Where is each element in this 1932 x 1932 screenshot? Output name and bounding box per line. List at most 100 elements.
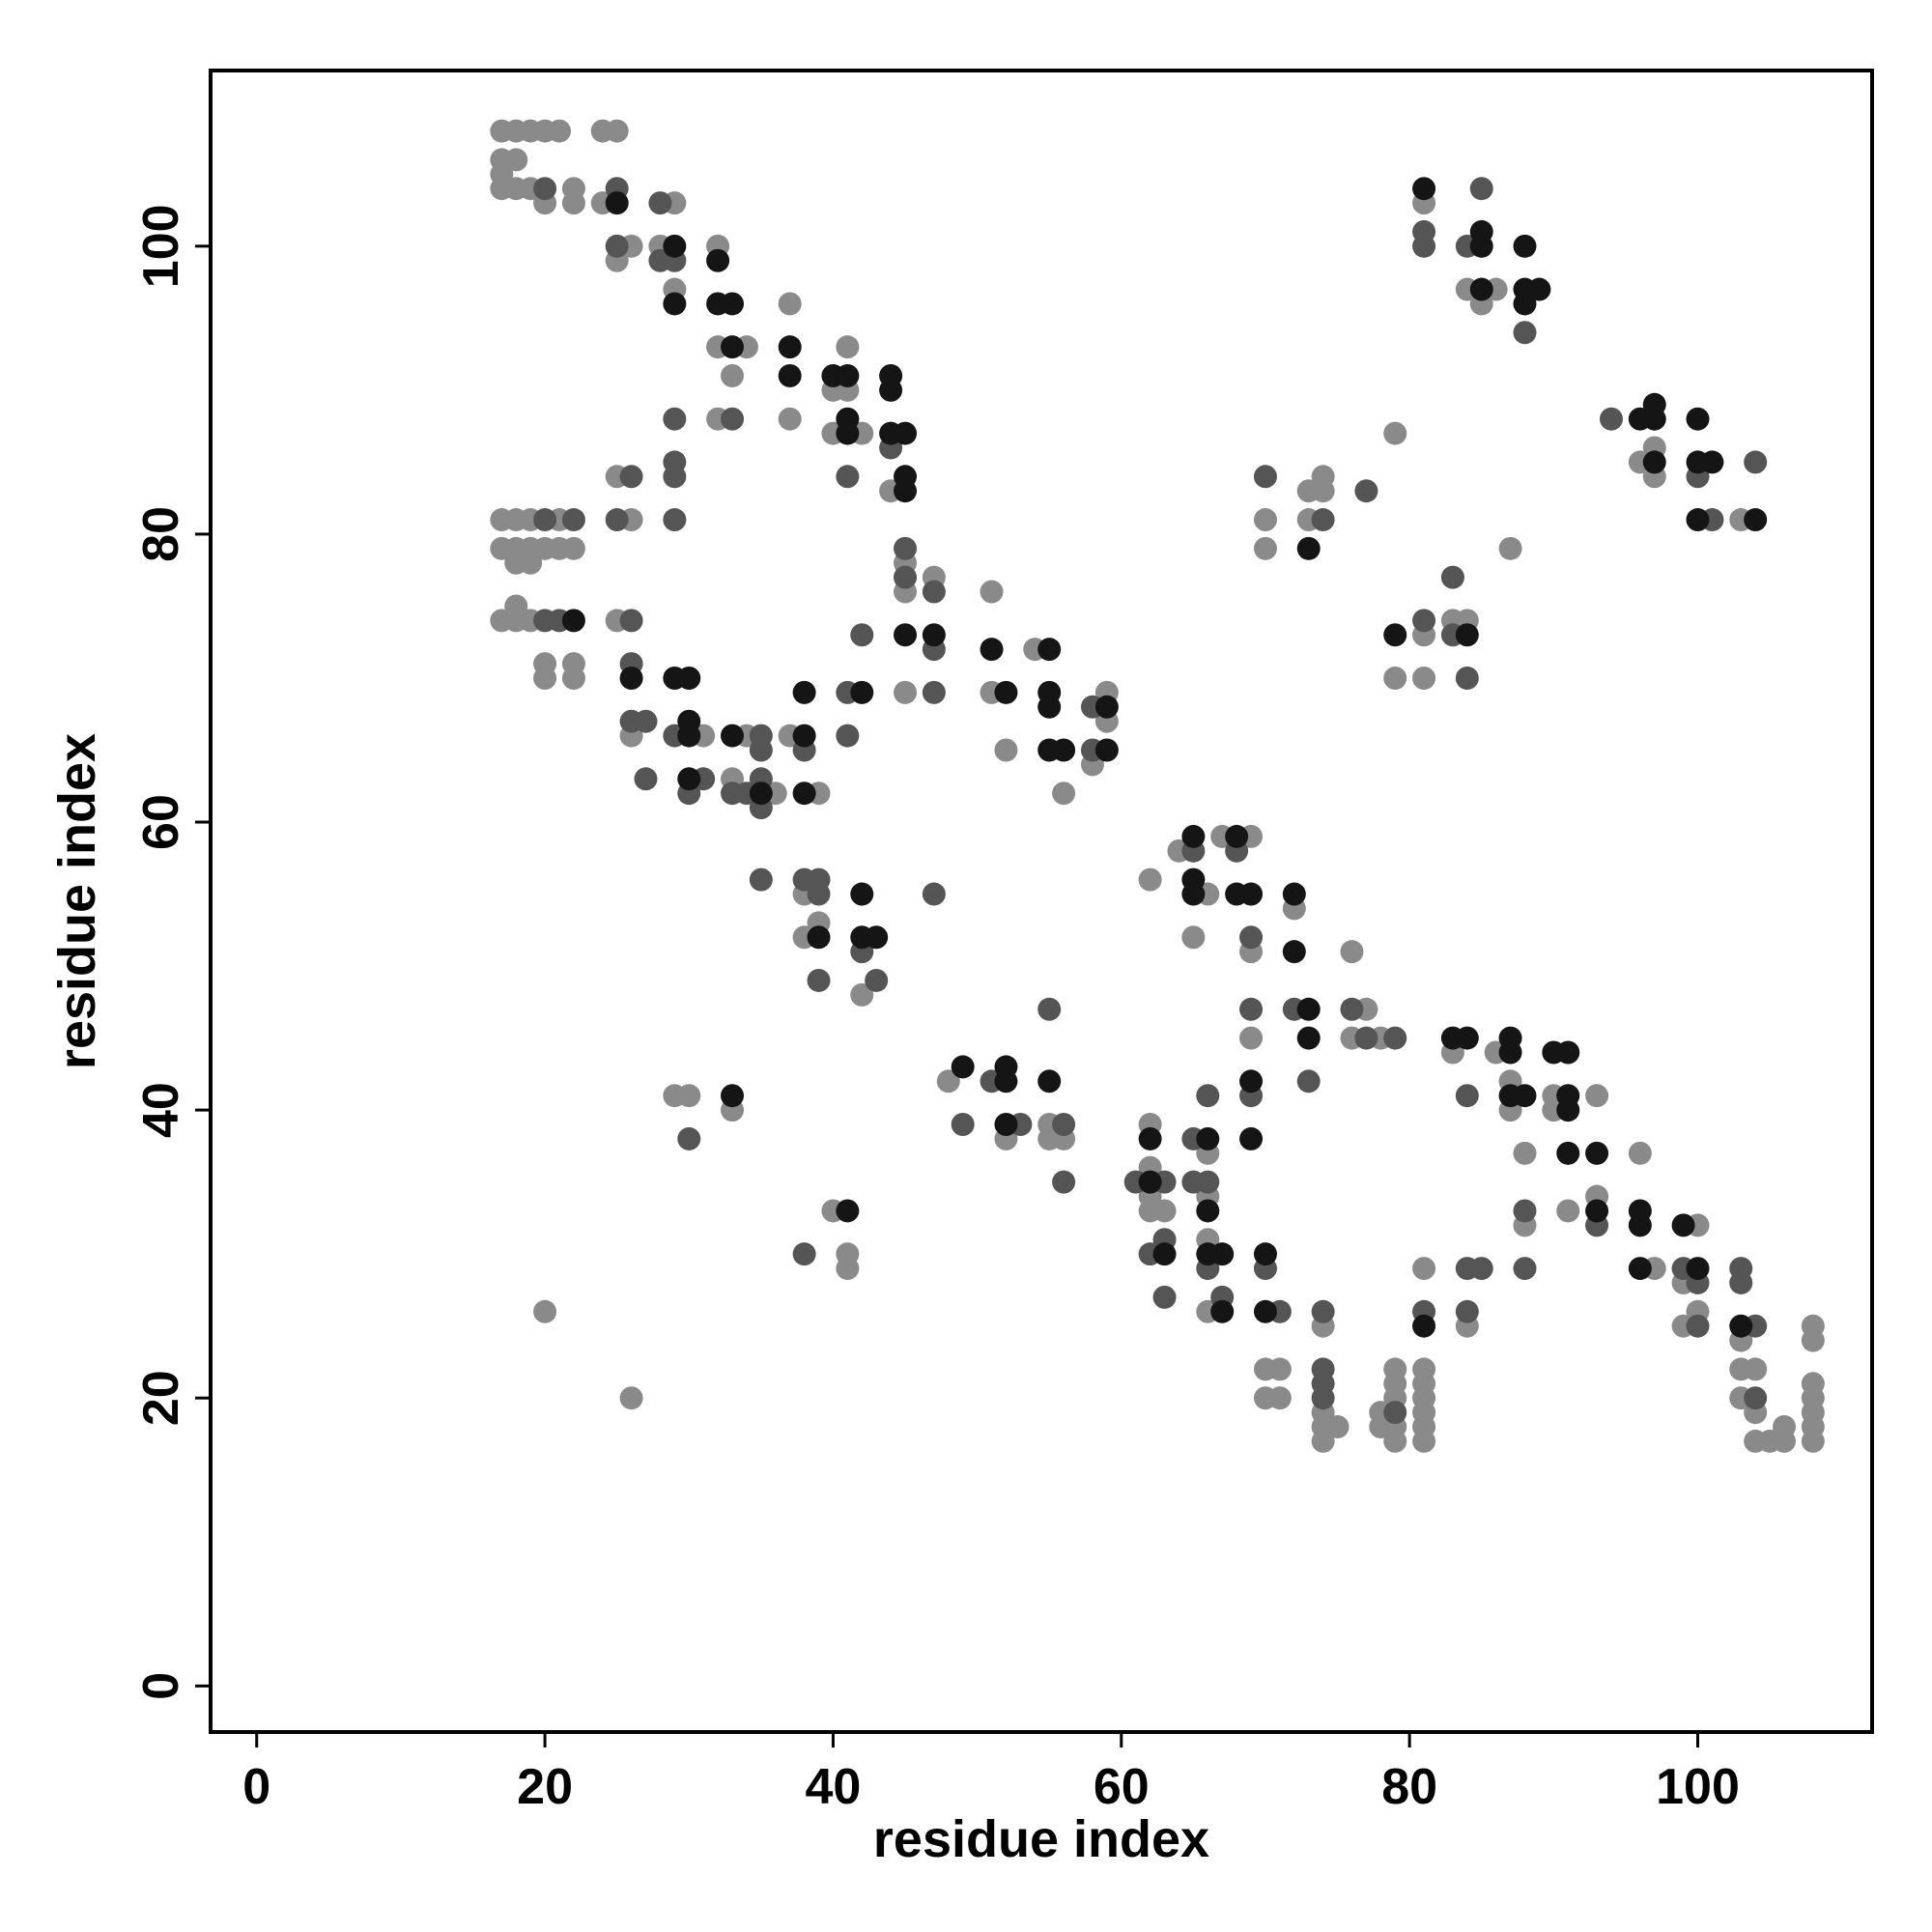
point — [1152, 1242, 1177, 1266]
point — [1628, 1213, 1652, 1237]
point — [836, 335, 860, 359]
point — [980, 638, 1004, 662]
point — [1469, 1257, 1493, 1281]
point — [1383, 623, 1407, 647]
point — [951, 1055, 975, 1079]
point — [1642, 407, 1666, 431]
point — [1296, 1069, 1321, 1094]
point — [836, 1199, 860, 1223]
point — [994, 1069, 1018, 1094]
point — [721, 292, 745, 316]
point — [850, 882, 874, 906]
point — [1527, 277, 1551, 301]
point — [1239, 882, 1264, 906]
point — [749, 867, 773, 892]
point — [1556, 1199, 1580, 1223]
point — [994, 1113, 1018, 1137]
point — [1642, 450, 1666, 474]
point — [1556, 1040, 1580, 1065]
point — [1773, 1429, 1797, 1453]
point — [936, 1069, 960, 1094]
point — [663, 508, 687, 532]
point — [533, 177, 557, 201]
point — [1311, 508, 1335, 532]
point — [1513, 1199, 1537, 1223]
point — [1585, 1141, 1609, 1165]
point — [1455, 1084, 1479, 1108]
point — [1412, 666, 1436, 690]
point — [865, 925, 889, 950]
point — [778, 363, 802, 387]
point — [1513, 1141, 1537, 1165]
point — [922, 580, 946, 604]
point — [1037, 638, 1062, 662]
point — [533, 508, 557, 532]
point — [1412, 609, 1436, 633]
point — [1801, 1328, 1825, 1352]
point — [1311, 479, 1335, 503]
point — [605, 234, 629, 258]
point — [894, 565, 918, 589]
point — [1138, 1170, 1162, 1194]
point — [1239, 1026, 1264, 1050]
point — [1094, 738, 1119, 762]
point — [778, 292, 802, 316]
point — [605, 508, 629, 532]
point — [1239, 1126, 1264, 1151]
point — [1383, 666, 1407, 690]
point — [1801, 1429, 1825, 1453]
point — [677, 724, 701, 748]
point — [1052, 738, 1076, 762]
point — [561, 508, 585, 532]
point — [663, 292, 687, 316]
point — [1052, 1170, 1076, 1194]
point — [1196, 1199, 1220, 1223]
point — [1152, 1199, 1177, 1223]
point — [721, 363, 745, 387]
point — [1469, 277, 1493, 301]
point — [1340, 997, 1364, 1021]
point — [504, 148, 528, 172]
point — [561, 191, 585, 215]
point — [836, 465, 860, 489]
point — [1498, 536, 1522, 560]
point — [721, 407, 745, 431]
point — [1196, 1084, 1220, 1108]
point — [1138, 1126, 1162, 1151]
point — [1340, 940, 1364, 964]
point — [1513, 234, 1537, 258]
point — [1628, 1141, 1652, 1165]
point — [1585, 1199, 1609, 1223]
point — [1296, 536, 1321, 560]
point — [663, 234, 687, 258]
point — [533, 666, 557, 690]
point — [1455, 1026, 1479, 1050]
x-tick-label: 100 — [1656, 1759, 1740, 1815]
point — [865, 968, 889, 992]
point — [533, 1299, 557, 1323]
y-tick-label: 60 — [133, 794, 189, 850]
point — [1412, 1314, 1436, 1338]
point — [1469, 234, 1493, 258]
point — [721, 724, 745, 748]
point — [1253, 508, 1277, 532]
point — [1729, 1314, 1753, 1338]
point — [1513, 1257, 1537, 1281]
point — [894, 680, 918, 704]
point — [721, 335, 745, 359]
point — [1253, 1242, 1277, 1266]
y-tick-label: 80 — [133, 506, 189, 562]
point — [1744, 450, 1768, 474]
point — [1181, 925, 1206, 950]
point — [677, 1126, 701, 1151]
point — [807, 925, 831, 950]
point — [1094, 695, 1119, 719]
point — [1412, 1257, 1436, 1281]
point — [836, 724, 860, 748]
point — [1671, 1213, 1695, 1237]
point — [850, 623, 874, 647]
point — [1513, 292, 1537, 316]
y-tick-label: 0 — [133, 1672, 189, 1700]
point — [1325, 1415, 1350, 1439]
point — [1383, 1026, 1407, 1050]
